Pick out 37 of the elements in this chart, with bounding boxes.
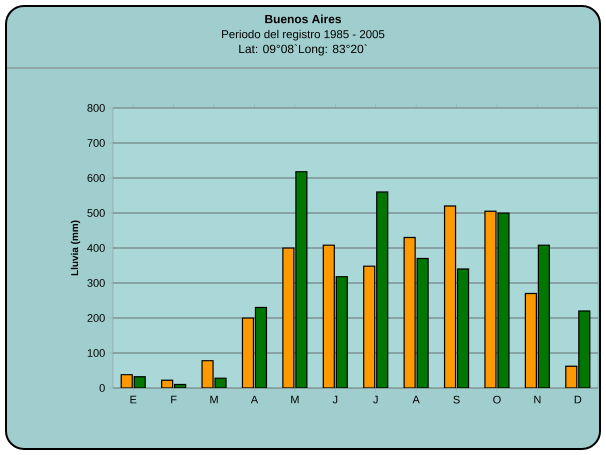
y-tick-label: 400 — [87, 244, 105, 252]
y-tick-label: 800 — [87, 104, 105, 112]
y-tick-label: 700 — [88, 139, 105, 147]
chart-subtitle: Periodo del registro 1985 - 2005 — [222, 30, 384, 40]
bar — [416, 258, 429, 388]
bar — [538, 244, 550, 388]
bar — [524, 292, 537, 388]
y-axis-title: Lluvia (mm) — [70, 220, 80, 276]
bar — [404, 236, 416, 388]
y-tick-label: 100 — [88, 349, 105, 357]
x-tick-label: M — [291, 396, 299, 404]
y-tick-label: 0 — [100, 384, 105, 392]
x-tick-label: N — [534, 396, 540, 404]
text: Lat: 09°08`Long: 83°20` — [239, 44, 367, 56]
x-tick-label: D — [574, 396, 582, 404]
bar — [497, 212, 510, 388]
x-tick-label: A — [412, 396, 420, 404]
bar — [444, 205, 456, 388]
bar — [282, 247, 294, 388]
x-tick-label: J — [373, 396, 378, 404]
x-tick-label: M — [210, 396, 218, 404]
x-tick-label: E — [130, 396, 136, 404]
x-tick-label: O — [493, 396, 501, 404]
y-tick-label: 300 — [87, 279, 105, 287]
x-tick-label: S — [453, 396, 460, 404]
x-tick-label: J — [332, 396, 338, 404]
y-tick-label: 200 — [88, 314, 105, 322]
bar — [295, 171, 308, 388]
y-tick-label: 500 — [87, 209, 105, 217]
bar — [254, 306, 268, 388]
bar — [456, 268, 470, 388]
y-tick-label: 600 — [88, 174, 105, 182]
x-tick-label: F — [171, 396, 177, 404]
bar — [242, 317, 254, 388]
bar — [484, 210, 497, 388]
chart-title: Buenos Aires — [265, 14, 342, 24]
x-tick-label: A — [250, 396, 258, 404]
